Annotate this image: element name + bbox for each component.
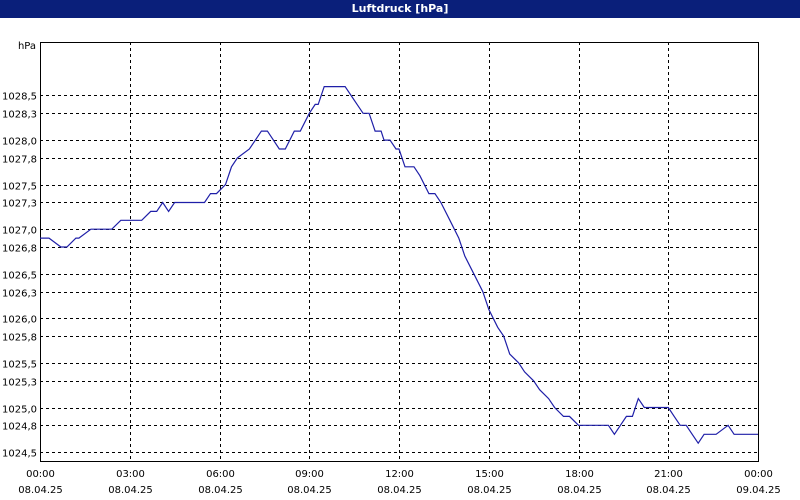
y-tick-label: 1026,5	[2, 271, 37, 282]
y-tick-label: 1025,3	[2, 378, 37, 389]
y-tick-label: 1024,5	[2, 449, 37, 460]
y-tick-label: 1028,3	[2, 110, 37, 121]
x-tick-date-label: 08.04.25	[557, 485, 602, 496]
x-tick-date-label: 09.04.25	[736, 485, 781, 496]
x-tick-label: 03:00	[116, 469, 145, 480]
x-tick-date-label: 08.04.25	[467, 485, 512, 496]
y-tick-label: 1025,0	[2, 405, 37, 416]
x-tick-label: 21:00	[654, 469, 683, 480]
y-tick-label: 1028,0	[2, 137, 37, 148]
x-tick-date-label: 08.04.25	[287, 485, 332, 496]
y-tick-label: 1027,3	[2, 199, 37, 210]
x-tick-date-label: 08.04.25	[18, 485, 63, 496]
y-tick-label: 1027,5	[2, 182, 37, 193]
chart-title: Luftdruck [hPa]	[0, 0, 800, 18]
x-tick-date-label: 08.04.25	[377, 485, 422, 496]
y-tick-label: 1025,8	[2, 333, 37, 344]
x-tick-label: 06:00	[206, 469, 235, 480]
x-tick-label: 00:00	[26, 469, 55, 480]
y-tick-label: 1027,0	[2, 226, 37, 237]
x-tick-label: 18:00	[565, 469, 594, 480]
y-tick-label: 1028,5	[2, 92, 37, 103]
plot-frame	[40, 42, 759, 462]
y-tick-label: 1025,5	[2, 360, 37, 371]
y-tick-label: 1027,8	[2, 155, 37, 166]
x-tick-date-label: 08.04.25	[108, 485, 153, 496]
y-tick-label: 1026,0	[2, 315, 37, 326]
x-tick-date-label: 08.04.25	[646, 485, 691, 496]
x-tick-label: 15:00	[475, 469, 504, 480]
x-tick-label: 09:00	[295, 469, 324, 480]
x-tick-date-label: 08.04.25	[198, 485, 243, 496]
series-line-luftdruck	[40, 85, 758, 445]
y-tick-label: 1024,8	[2, 422, 37, 433]
x-tick-label: 12:00	[385, 469, 414, 480]
y-axis-label: hPa	[18, 41, 36, 52]
x-tick-label: 00:00	[744, 469, 773, 480]
y-tick-label: 1026,3	[2, 289, 37, 300]
y-tick-label: 1026,8	[2, 244, 37, 255]
